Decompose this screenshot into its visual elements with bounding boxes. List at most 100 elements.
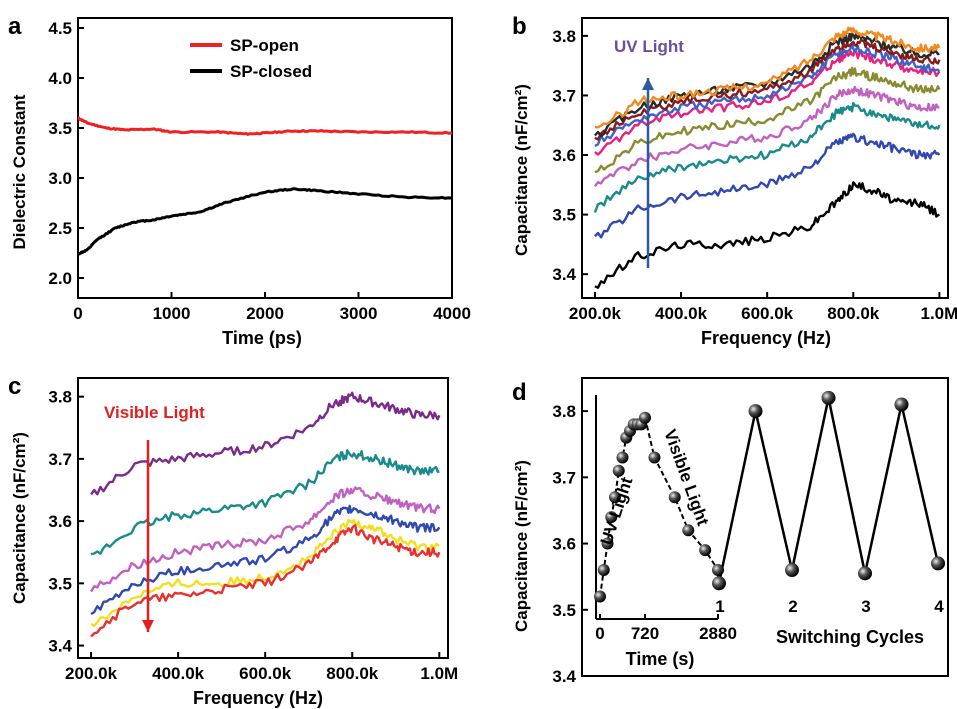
panel-d-cycle-point — [748, 404, 763, 419]
panel-c-series-line — [90, 524, 441, 638]
panel-b-series-line — [594, 181, 940, 289]
panel-d-cycle-label: 4 — [934, 597, 944, 616]
panel-d-cycle-point — [858, 566, 872, 581]
panel-a-xtick-label: 2000 — [246, 304, 284, 323]
panel-d-cycle-label: 1 — [715, 597, 724, 616]
panel-b-xtick-label: 600.0k — [741, 304, 794, 323]
panel-b-xlabel: Frequency (Hz) — [701, 328, 831, 348]
panel-c-frame — [77, 377, 449, 659]
panel-d-cycles-xlabel: Switching Cycles — [776, 627, 924, 647]
panel-d-uv-point — [597, 564, 610, 577]
panel-a-ytick-label: 3.5 — [48, 119, 72, 138]
panel-b-annotation: UV Light — [614, 37, 684, 56]
panel-b-ytick-label: 3.6 — [552, 146, 576, 165]
panel-a-xtick-label: 3000 — [340, 304, 378, 323]
panel-c-plot: 3.4 3.5 3.6 3.7 3.8 200.0k 400.0k 600.0k 800.0k 1… — [48, 377, 458, 683]
panel-a-series-line — [77, 187, 453, 256]
panel-a-legend-label: SP-open — [230, 36, 299, 55]
panel-d-ytick-label: 3.5 — [552, 601, 576, 620]
panel-d-cycle-label: 3 — [861, 597, 870, 616]
panel-d-cycle-label: 2 — [788, 597, 797, 616]
panel-d-uv-point — [601, 537, 614, 550]
panel-d-ytick-label: 3.6 — [552, 535, 576, 554]
panel-d-uv-point — [609, 491, 621, 504]
panel-d-ytick-label: 3.7 — [552, 468, 576, 487]
panel-c-series-line — [90, 518, 440, 627]
panel-b-arrow-head — [642, 78, 654, 90]
panel-b-plot: 3.4 3.5 3.6 3.7 3.8 200.0k 400.0k 600.0k 800.0k 1… — [552, 17, 957, 323]
panel-b-ytick-label: 3.5 — [552, 206, 576, 225]
panel-d-cycle-point — [931, 556, 945, 571]
panel-c-arrow-head — [142, 620, 154, 632]
panel-b-series-line — [594, 132, 941, 239]
panel-c-ylabel: Capacitance (nF/cm²) — [10, 432, 29, 604]
panel-d-ylabel: Capacitance (nF/cm²) — [512, 460, 531, 632]
panel-a-ytick-label: 4.0 — [48, 69, 72, 88]
panel-b-series-line — [593, 102, 941, 213]
panel-d-uv-label: UV Light — [597, 475, 637, 548]
panel-c-series-line — [90, 449, 440, 556]
panel-d-visible-point — [648, 451, 661, 464]
panel-c-ytick-label: 3.6 — [48, 512, 72, 531]
panel-c-annotation: Visible Light — [104, 403, 205, 422]
panel-d-visible-label: Visible Light — [660, 427, 712, 528]
panel-a: a Dielectric Constant Time (ps) 2.0 2.5 3.… — [8, 13, 471, 348]
panel-a-xtick-label: 4000 — [433, 304, 471, 323]
panel-b: b Capacitance (nF/cm²) Frequency (Hz) 3.… — [512, 13, 957, 348]
panel-d-uv-point — [594, 590, 606, 603]
panel-b-xtick-label: 800.0k — [827, 304, 880, 323]
panel-c-ytick-label: 3.8 — [48, 388, 72, 407]
panel-a-plot: 2.0 2.5 3.0 3.5 4.0 4.5 0 1000 2000 3000 4000 SP-op… — [48, 17, 471, 323]
panel-b-series-line — [594, 48, 941, 156]
panel-d-uv-point — [612, 464, 625, 477]
panel-c-ytick-label: 3.5 — [48, 574, 72, 593]
panel-d-inset-xtick-label: 2880 — [699, 624, 737, 643]
panel-c-xtick-label: 400.0k — [152, 664, 205, 683]
panel-d-label: d — [512, 379, 527, 406]
panel-c-xtick-label: 1.0M — [420, 664, 458, 683]
panel-d-visible-point — [668, 491, 681, 504]
panel-d-uv-point — [605, 511, 618, 524]
panel-d-inset-xtick-label: 0 — [595, 624, 604, 643]
panel-d-visible-line — [644, 417, 719, 571]
panel-a-xtick-label: 0 — [73, 304, 82, 323]
panel-d-time-xlabel: Time (s) — [626, 649, 695, 669]
panel-b-ytick-label: 3.8 — [552, 27, 576, 46]
panel-a-ytick-label: 4.5 — [48, 19, 72, 38]
panel-b-series-line — [594, 43, 941, 148]
panel-a-ylabel: Dielectric Constant — [10, 94, 29, 249]
panel-d-cycle-point — [785, 563, 799, 578]
panel-c-xtick-label: 200.0k — [65, 664, 118, 683]
panel-c-series-line — [90, 504, 441, 616]
panel-d-ytick-label: 3.4 — [552, 667, 576, 686]
panel-a-xlabel: Time (ps) — [222, 328, 302, 348]
panel-d-uv-point — [639, 411, 651, 424]
panel-c-xtick-label: 600.0k — [239, 664, 292, 683]
panel-b-series-line — [593, 85, 940, 188]
panel-a-legend-label: SP-closed — [230, 62, 312, 81]
panel-d-visible-point — [682, 524, 695, 537]
panel-a-ytick-label: 2.5 — [48, 219, 72, 238]
panel-b-ytick-label: 3.4 — [552, 265, 576, 284]
panel-c-xlabel: Frequency (Hz) — [193, 688, 323, 708]
panel-d-frame — [581, 377, 949, 677]
panel-a-series-line — [77, 116, 453, 136]
panel-d-visible-point — [712, 564, 724, 577]
panel-a-ytick-label: 3.0 — [48, 169, 72, 188]
panel-c-label: c — [8, 373, 21, 400]
panel-d-inset-xtick-label: 720 — [631, 624, 659, 643]
panel-c-ytick-label: 3.7 — [48, 450, 72, 469]
panel-a-label: a — [8, 13, 22, 40]
panel-c-series-line — [90, 391, 441, 496]
panel-b-frame — [581, 17, 949, 299]
panel-b-series-line — [594, 66, 941, 174]
panel-d-uv-point — [616, 451, 629, 464]
panel-d-cycle-point — [712, 576, 726, 591]
panel-c-series-line — [90, 486, 441, 593]
panel-d-ytick-label: 3.8 — [552, 402, 576, 421]
panel-c-ytick-label: 3.4 — [48, 637, 72, 656]
panel-b-xtick-label: 400.0k — [655, 304, 708, 323]
panel-a-frame — [77, 17, 453, 299]
panel-d-visible-point — [699, 544, 712, 557]
panel-b-ytick-label: 3.7 — [552, 86, 576, 105]
